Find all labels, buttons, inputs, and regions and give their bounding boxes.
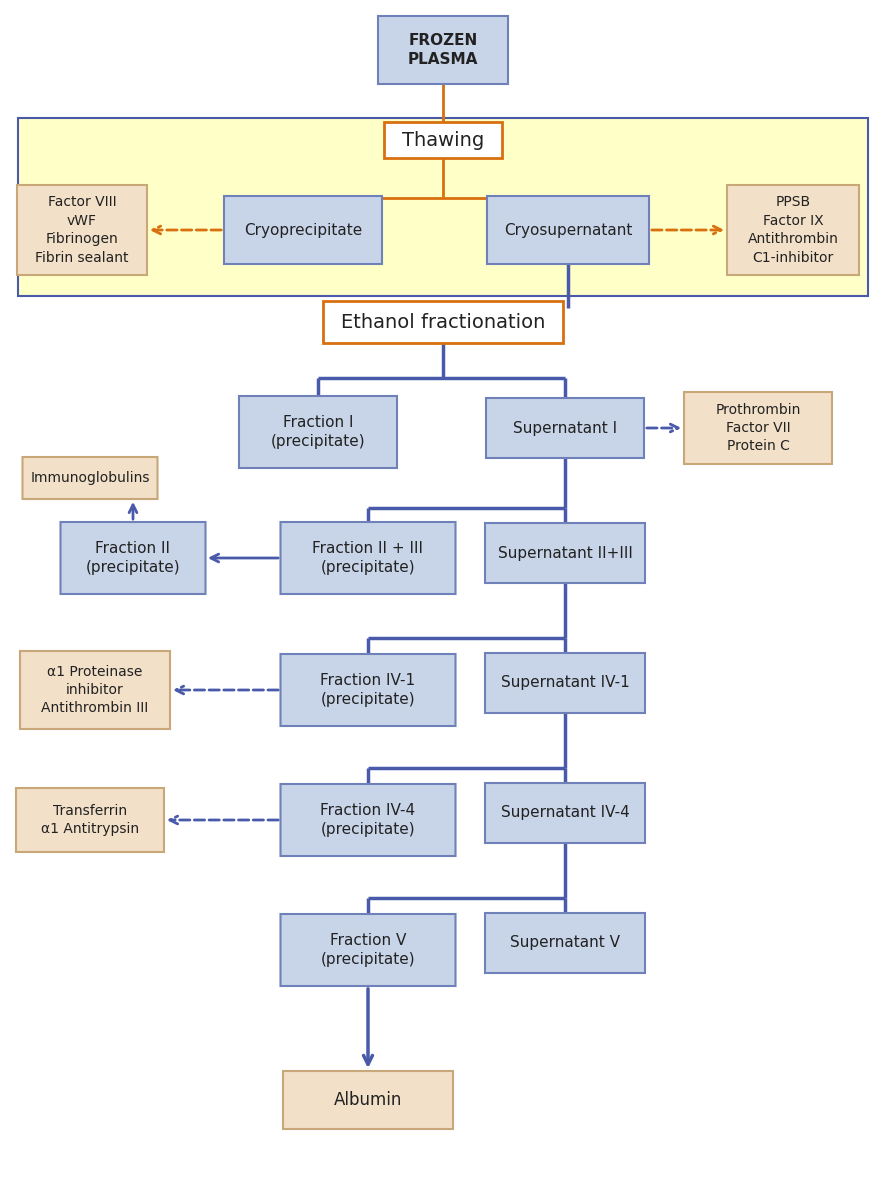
FancyBboxPatch shape — [323, 301, 563, 343]
Text: Supernatant V: Supernatant V — [510, 936, 620, 950]
FancyBboxPatch shape — [485, 913, 645, 973]
Text: Ethanol fractionation: Ethanol fractionation — [341, 313, 545, 331]
Text: Prothrombin
Factor VII
Protein C: Prothrombin Factor VII Protein C — [715, 403, 801, 453]
FancyBboxPatch shape — [486, 398, 644, 458]
Text: Supernatant IV-4: Supernatant IV-4 — [501, 805, 629, 821]
Text: FROZEN
PLASMA: FROZEN PLASMA — [408, 32, 478, 67]
Text: Fraction I
(precipitate): Fraction I (precipitate) — [271, 415, 365, 449]
FancyBboxPatch shape — [727, 185, 859, 275]
FancyBboxPatch shape — [281, 784, 455, 856]
Text: Fraction II + III
(precipitate): Fraction II + III (precipitate) — [313, 540, 424, 576]
Text: Fraction IV-4
(precipitate): Fraction IV-4 (precipitate) — [321, 803, 416, 838]
FancyBboxPatch shape — [60, 522, 206, 594]
Text: Fraction II
(precipitate): Fraction II (precipitate) — [86, 540, 181, 576]
FancyBboxPatch shape — [20, 651, 170, 729]
Text: Cryosupernatant: Cryosupernatant — [504, 222, 633, 238]
FancyBboxPatch shape — [16, 788, 164, 852]
Text: α1 Proteinase
inhibitor
Antithrombin III: α1 Proteinase inhibitor Antithrombin III — [42, 664, 149, 716]
FancyBboxPatch shape — [384, 122, 502, 158]
FancyBboxPatch shape — [485, 652, 645, 713]
Text: Transferrin
α1 Antitrypsin: Transferrin α1 Antitrypsin — [41, 804, 139, 836]
Text: Albumin: Albumin — [334, 1091, 402, 1109]
FancyBboxPatch shape — [281, 522, 455, 594]
FancyBboxPatch shape — [684, 392, 832, 464]
Text: Immunoglobulins: Immunoglobulins — [30, 471, 150, 485]
Text: Supernatant II+III: Supernatant II+III — [498, 545, 633, 560]
FancyBboxPatch shape — [224, 196, 382, 264]
FancyBboxPatch shape — [487, 196, 649, 264]
FancyBboxPatch shape — [378, 16, 508, 84]
FancyBboxPatch shape — [22, 456, 158, 500]
Text: Cryoprecipitate: Cryoprecipitate — [244, 222, 362, 238]
Text: Factor VIII
vWF
Fibrinogen
Fibrin sealant: Factor VIII vWF Fibrinogen Fibrin sealan… — [35, 196, 128, 264]
Text: Supernatant IV-1: Supernatant IV-1 — [501, 675, 629, 691]
FancyBboxPatch shape — [239, 396, 397, 468]
Text: Fraction IV-1
(precipitate): Fraction IV-1 (precipitate) — [321, 673, 416, 707]
FancyBboxPatch shape — [485, 783, 645, 842]
Text: Fraction V
(precipitate): Fraction V (precipitate) — [321, 932, 416, 968]
FancyBboxPatch shape — [18, 118, 868, 296]
Text: PPSB
Factor IX
Antithrombin
C1-inhibitor: PPSB Factor IX Antithrombin C1-inhibitor — [748, 196, 838, 264]
FancyBboxPatch shape — [281, 914, 455, 986]
FancyBboxPatch shape — [485, 523, 645, 583]
Text: Thawing: Thawing — [402, 130, 484, 149]
FancyBboxPatch shape — [281, 654, 455, 727]
FancyBboxPatch shape — [283, 1071, 453, 1129]
FancyBboxPatch shape — [17, 185, 147, 275]
Text: Supernatant I: Supernatant I — [513, 421, 617, 435]
